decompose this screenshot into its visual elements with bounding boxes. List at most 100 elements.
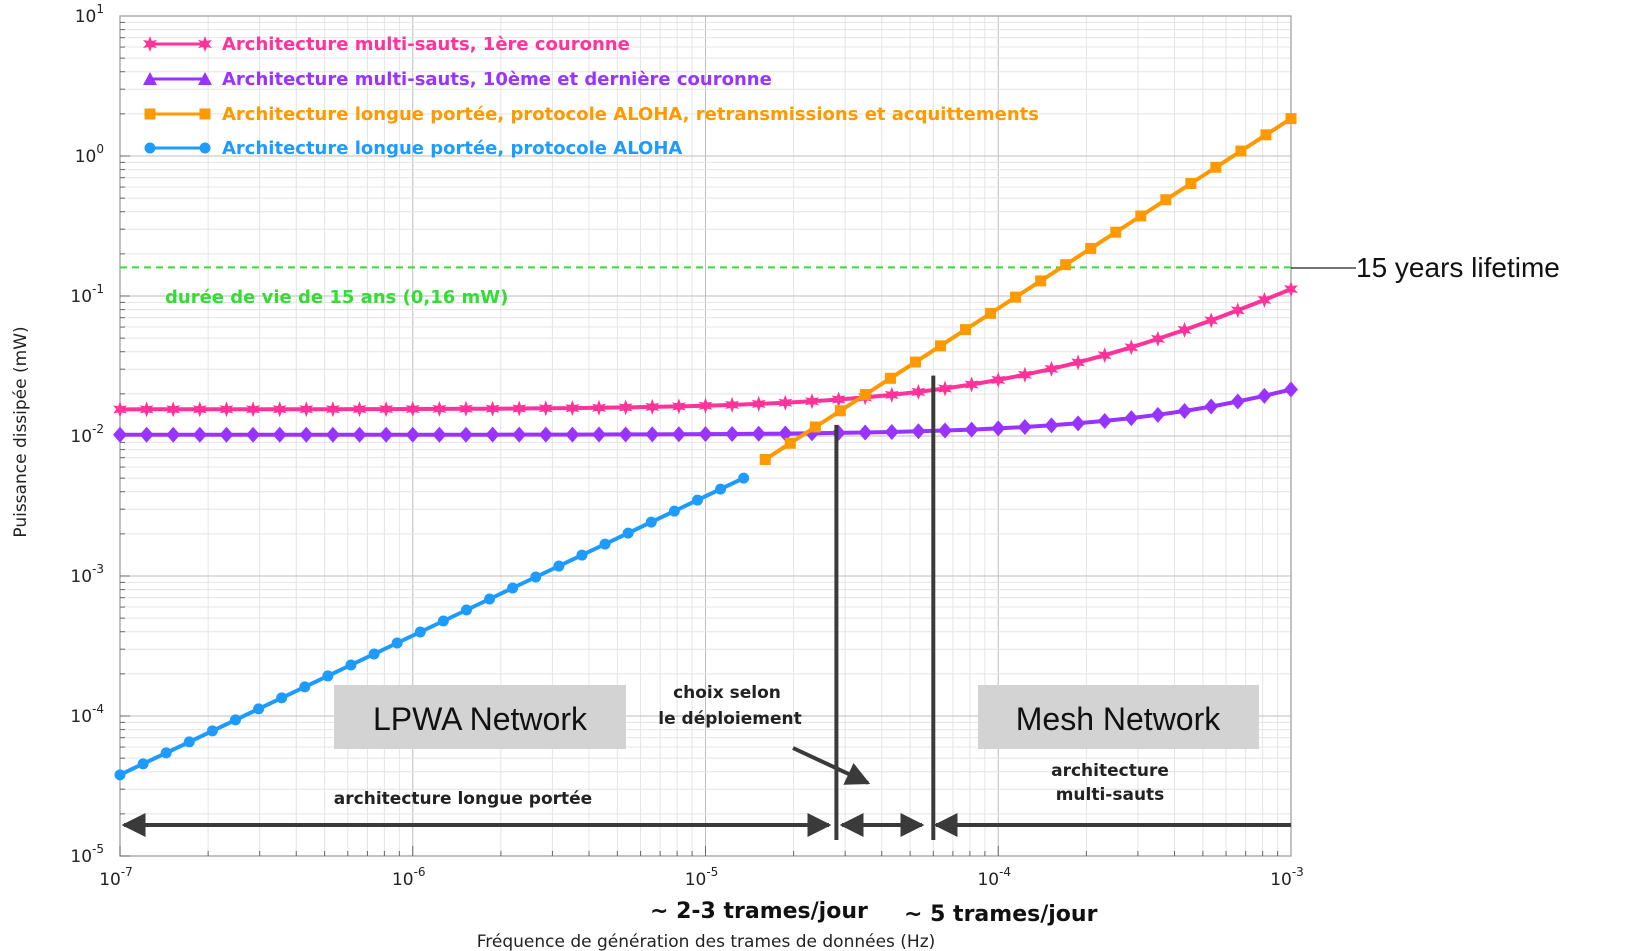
data-point	[530, 571, 542, 583]
data-point	[1017, 366, 1032, 383]
data-point	[715, 483, 727, 495]
data-point	[199, 108, 211, 120]
data-point	[645, 516, 657, 528]
series-layer	[113, 113, 1298, 781]
data-point	[991, 420, 1006, 437]
threshold-label: durée de vie de 15 ans (0,16 mW)	[165, 287, 508, 308]
y-tick-label: 100	[75, 142, 104, 167]
data-point	[137, 758, 149, 770]
data-point	[166, 401, 181, 418]
data-point	[391, 637, 403, 649]
data-point	[379, 401, 394, 418]
choice-label-2: le déploiement	[658, 709, 801, 729]
data-point	[1044, 360, 1059, 377]
trames-label-2-3: ~ 2-3 trames/jour	[650, 899, 868, 924]
data-point	[485, 426, 500, 443]
legend-label: Architecture longue portée, protocole AL…	[222, 104, 1039, 125]
data-point	[671, 426, 686, 443]
data-point	[618, 426, 633, 443]
x-tick-label: 10-3	[1270, 865, 1304, 890]
data-point	[1257, 291, 1272, 308]
x-tick-label: 10-4	[977, 865, 1011, 890]
data-point	[778, 394, 793, 411]
data-point	[432, 426, 447, 443]
data-point	[831, 391, 846, 408]
data-point	[1097, 412, 1112, 429]
data-point	[565, 400, 580, 417]
data-point	[143, 72, 157, 85]
data-point	[784, 437, 796, 449]
data-point	[738, 472, 750, 484]
data-point	[778, 425, 793, 442]
data-point	[198, 36, 212, 52]
data-point	[1060, 259, 1072, 271]
data-point	[668, 505, 680, 517]
data-point	[1177, 402, 1192, 419]
data-point	[405, 401, 420, 417]
range-label-long-range: architecture longue portée	[334, 789, 592, 809]
lifetime-label: 15 years lifetime	[1356, 252, 1560, 283]
data-point	[935, 340, 947, 352]
data-point	[219, 401, 234, 418]
data-point	[1284, 281, 1298, 298]
data-point	[512, 400, 527, 417]
data-point	[751, 425, 766, 442]
data-point	[1017, 419, 1032, 436]
y-tick-label: 10-5	[70, 842, 104, 867]
data-point	[618, 399, 633, 416]
data-point	[938, 422, 953, 439]
data-point	[538, 426, 553, 443]
data-point	[809, 421, 821, 433]
data-point	[299, 401, 314, 418]
x-axis-title: Fréquence de génération des trames de do…	[477, 932, 936, 951]
data-point	[1210, 161, 1222, 173]
data-point	[1177, 321, 1192, 338]
region-divider-lines	[834, 375, 936, 840]
data-point	[272, 426, 287, 443]
data-point	[219, 426, 234, 443]
y-axis-title: Puissance dissipée (mW)	[11, 326, 31, 537]
data-point	[144, 108, 156, 120]
data-point	[672, 398, 686, 415]
data-point	[1085, 242, 1097, 254]
y-tick-label: 10-2	[70, 422, 104, 447]
y-tick-label: 101	[75, 2, 104, 27]
series-1	[113, 381, 1298, 443]
data-point	[599, 538, 611, 550]
data-point	[751, 395, 766, 412]
data-point	[1285, 113, 1297, 125]
data-point	[325, 426, 340, 443]
mesh-network-box	[978, 685, 1259, 749]
y-tick-label: 10-3	[70, 562, 104, 587]
data-point	[1151, 330, 1165, 347]
axis-ticks	[119, 21, 1279, 857]
data-point	[414, 626, 426, 638]
data-point	[379, 426, 394, 443]
legend-label: Architecture multi-sauts, 1ère couronne	[222, 34, 630, 55]
legend-label: Architecture multi-sauts, 10ème et derni…	[222, 69, 772, 90]
data-point	[192, 426, 207, 443]
data-point	[725, 396, 739, 413]
data-point	[144, 142, 156, 154]
data-point	[960, 324, 972, 336]
data-point	[460, 604, 472, 616]
data-point	[858, 424, 873, 441]
data-point	[1110, 226, 1122, 238]
data-point	[1257, 387, 1272, 404]
data-point	[759, 453, 771, 465]
data-point	[326, 401, 340, 418]
data-point	[1097, 347, 1112, 364]
data-point	[1230, 302, 1245, 319]
data-point	[246, 401, 260, 418]
data-point	[909, 356, 921, 368]
data-point	[1204, 398, 1219, 415]
data-point	[272, 401, 287, 418]
data-point	[437, 615, 449, 627]
data-point	[1044, 417, 1059, 434]
data-point	[698, 397, 713, 414]
data-point	[884, 386, 899, 403]
data-point	[368, 648, 380, 660]
x-tick-label: 10-6	[392, 865, 426, 890]
lpwa-network-box	[334, 685, 626, 749]
x-tick-labels: 10-7 10-6 10-5 10-4 10-3	[99, 865, 1304, 890]
